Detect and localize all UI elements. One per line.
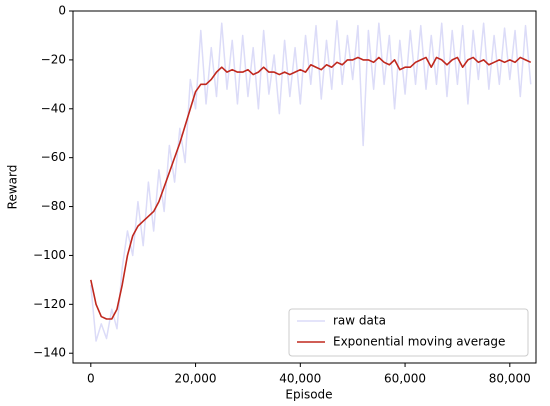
y-tick-label: −140 xyxy=(33,346,66,360)
y-tick-label: −100 xyxy=(33,248,66,262)
legend-label: Exponential moving average xyxy=(333,335,505,349)
x-axis-label: Episode xyxy=(285,388,332,402)
y-axis-label: Reward xyxy=(6,165,20,210)
x-tick-label: 20,000 xyxy=(175,372,217,386)
x-tick-label: 60,000 xyxy=(384,372,426,386)
y-tick-label: −80 xyxy=(41,199,66,213)
legend-label: raw data xyxy=(333,314,386,328)
x-tick-label: 40,000 xyxy=(279,372,321,386)
y-tick-label: 0 xyxy=(58,4,66,18)
data-line xyxy=(90,20,532,342)
y-tick-label: −60 xyxy=(41,150,66,164)
plot-frame xyxy=(72,10,537,364)
y-tick-label: −20 xyxy=(41,52,66,66)
x-tick-label: 80,000 xyxy=(489,372,531,386)
x-tick-label: 0 xyxy=(87,372,95,386)
legend-box xyxy=(288,308,529,357)
data-line xyxy=(90,56,532,320)
y-tick-label: −40 xyxy=(41,101,66,115)
y-tick-label: −120 xyxy=(33,297,66,311)
